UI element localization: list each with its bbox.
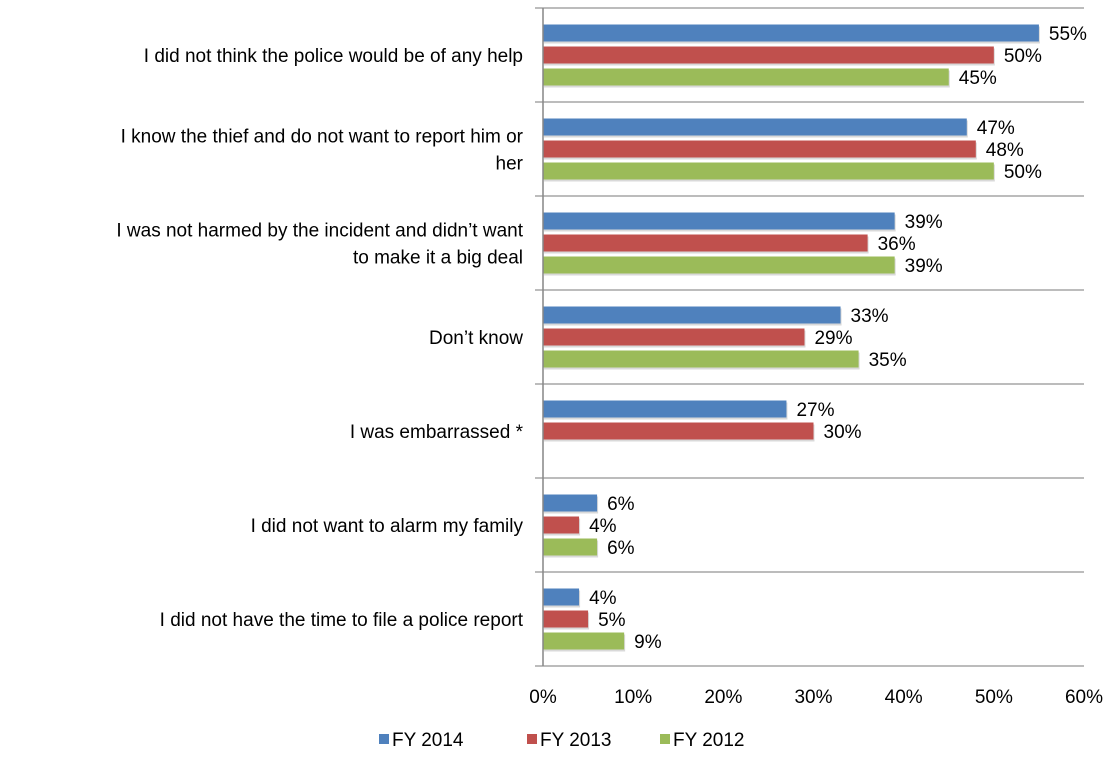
data-label: 6% — [607, 538, 635, 559]
category-label: I did not think the police would be of a… — [144, 46, 523, 67]
bar — [543, 610, 589, 628]
data-label: 55% — [1049, 24, 1087, 45]
data-label: 45% — [959, 68, 997, 89]
bar — [543, 212, 895, 230]
data-label: 48% — [986, 140, 1024, 161]
data-label: 39% — [905, 256, 943, 277]
x-tick-label: 30% — [794, 687, 832, 708]
bar — [543, 162, 994, 180]
x-tick-label: 10% — [614, 687, 652, 708]
bar — [543, 46, 994, 64]
legend-label: FY 2012 — [673, 730, 744, 751]
bar — [543, 494, 598, 512]
bar — [543, 422, 814, 440]
bar — [543, 256, 895, 274]
data-label: 6% — [607, 494, 635, 515]
bar — [543, 632, 625, 650]
bar — [543, 350, 859, 368]
category-label: I was embarrassed * — [350, 422, 524, 443]
bar — [543, 24, 1039, 42]
category-label: I did not want to alarm my family — [251, 516, 524, 537]
data-label: 33% — [851, 306, 889, 327]
legend: FY 2014 FY 2013 FY 2012 — [379, 730, 744, 751]
legend-swatch — [660, 734, 670, 744]
category-label: I did not have the time to file a police… — [160, 610, 524, 631]
bar — [543, 234, 868, 252]
data-label: 39% — [905, 212, 943, 233]
x-tick-label: 40% — [885, 687, 923, 708]
legend-label: FY 2014 — [392, 730, 464, 751]
bar — [543, 118, 967, 136]
category-label: her — [496, 154, 524, 175]
bar — [543, 516, 580, 534]
data-label: 50% — [1004, 46, 1042, 67]
bar — [543, 538, 598, 556]
x-tick-label: 60% — [1065, 687, 1103, 708]
category-labels-group: I did not think the police would be of a… — [116, 46, 523, 631]
category-label: Don’t know — [429, 328, 523, 349]
data-label: 35% — [869, 350, 907, 371]
bars-group — [543, 24, 1040, 652]
bar — [543, 400, 787, 418]
bar — [543, 68, 949, 86]
legend-swatch — [379, 734, 389, 744]
category-label: I was not harmed by the incident and did… — [116, 221, 523, 242]
data-label: 36% — [878, 234, 916, 255]
x-tick-label: 50% — [975, 687, 1013, 708]
data-label: 47% — [977, 118, 1015, 139]
data-label: 30% — [824, 422, 862, 443]
legend-label: FY 2013 — [540, 730, 611, 751]
data-label: 4% — [589, 588, 617, 609]
category-separators — [535, 7, 1084, 667]
x-tick-label: 20% — [704, 687, 742, 708]
bar — [543, 588, 580, 606]
data-labels-group: 55%50%45%47%48%50%39%36%39%33%29%35%27%3… — [589, 24, 1087, 653]
data-label: 5% — [598, 610, 626, 631]
bar — [543, 140, 976, 158]
category-label: to make it a big deal — [353, 248, 523, 269]
data-label: 4% — [589, 516, 617, 537]
data-label: 9% — [634, 632, 662, 653]
data-label: 29% — [814, 328, 852, 349]
x-tick-labels-group: 0% 10% 20% 30% 40% 50% 60% — [529, 687, 1103, 708]
data-label: 50% — [1004, 162, 1042, 183]
bar — [543, 306, 841, 324]
x-tick-label: 0% — [529, 687, 557, 708]
category-label: I know the thief and do not want to repo… — [121, 127, 524, 148]
legend-swatch — [527, 734, 537, 744]
bar — [543, 328, 805, 346]
data-label: 27% — [796, 400, 834, 421]
